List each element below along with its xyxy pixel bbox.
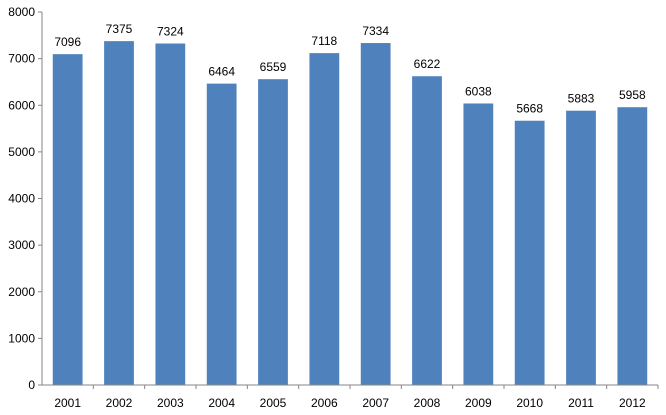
data-label-2004: 6464 [208,65,235,79]
data-label-2002: 7375 [106,22,133,36]
data-label-2003: 7324 [157,25,184,39]
x-tick-label-2003: 2003 [157,396,184,410]
data-labels: 7096 7375 7324 6464 6559 7118 7334 6622 6038 5668… [54,22,646,116]
x-tick-label-2004: 2004 [208,396,235,410]
data-label-2009: 6038 [465,84,492,98]
bar-2006 [309,53,340,385]
x-tick-label-2005: 2005 [260,396,287,410]
y-tick-label: 2000 [8,285,35,299]
data-label-2012: 5958 [619,88,646,102]
y-tick-label: 8000 [8,5,35,19]
data-label-2006: 7118 [311,34,337,48]
bar-2004 [206,83,237,385]
bar-2001 [52,54,83,386]
y-tick-label: 1000 [8,331,35,345]
bar-2008 [412,76,442,385]
y-axis: 0 1000 2000 3000 4000 5000 6000 7000 8000 [8,5,42,392]
x-axis: 2001 2002 2003 2004 2005 2006 2007 2008 2009 2010… [54,385,659,410]
y-tick-label: 4000 [8,192,35,206]
data-label-2008: 6622 [414,57,441,71]
bars [52,41,648,386]
x-tick-label-2010: 2010 [516,396,543,410]
x-tick-label-2008: 2008 [414,396,441,410]
x-tick-label-2006: 2006 [311,396,338,410]
bar-2011 [566,110,596,385]
x-tick-label-2009: 2009 [465,396,492,410]
x-tick-label-2007: 2007 [362,396,389,410]
bar-2005 [258,79,288,386]
y-tick-label: 3000 [8,238,35,252]
data-label-2005: 6559 [260,60,287,74]
bar-2007 [360,43,391,386]
bar-2002 [104,41,134,385]
x-tick-label-2012: 2012 [619,396,646,410]
y-tick-label: 5000 [8,145,35,159]
bar-2009 [463,103,494,386]
bar-2003 [155,43,186,386]
data-label-2010: 5668 [516,102,543,116]
data-label-2007: 7334 [362,24,389,38]
y-tick-label: 6000 [8,98,35,112]
data-label-2011: 5883 [568,92,595,106]
bar-2010 [514,120,545,386]
y-tick-label: 0 [28,378,35,392]
x-tick-label-2011: 2011 [568,396,594,410]
x-tick-label-2001: 2001 [54,396,81,410]
data-label-2001: 7096 [54,35,81,49]
bar-2012 [617,107,648,385]
y-tick-label: 7000 [8,52,35,66]
x-tick-label-2002: 2002 [106,396,133,410]
